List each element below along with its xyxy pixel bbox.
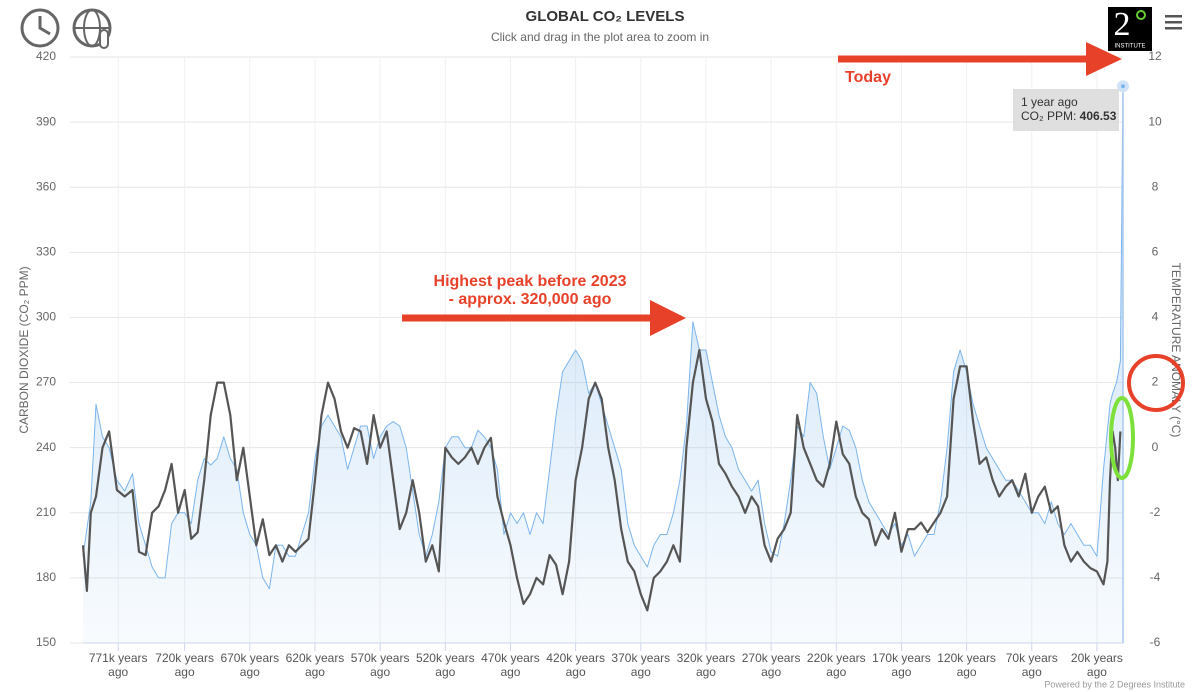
chart-title: GLOBAL CO₂ LEVELS	[526, 8, 685, 25]
area-fill	[83, 86, 1123, 643]
y2-tick-label: 2	[1152, 375, 1159, 389]
y2-tick-label: 0	[1152, 440, 1159, 454]
logo-sub: INSTITUTE	[1115, 44, 1146, 50]
y-tick-label: 210	[36, 505, 56, 519]
x-tick-label: 370k years ago	[611, 651, 671, 679]
y2-axis-title: TEMPERATURE ANOMALY (°C)	[1169, 263, 1183, 438]
y-tick-label: 150	[36, 635, 56, 649]
x-tick-label: 670k years ago	[220, 651, 280, 679]
tooltip-text: CO₂ PPM: 406.53	[1021, 109, 1117, 123]
x-tick-label: 170k years ago	[872, 651, 931, 679]
x-tick-label: 120k years ago	[937, 651, 996, 679]
logo: 2 INSTITUTE	[1108, 6, 1152, 51]
globe-icon[interactable]	[72, 8, 112, 49]
x-tick-label: 771k years ago	[88, 651, 148, 679]
x-tick-label: 270k years ago	[741, 651, 801, 679]
menu-button[interactable]	[1165, 15, 1182, 30]
x-tick-label: 570k years ago	[350, 651, 410, 679]
hover-marker	[1116, 80, 1129, 93]
tooltip: 1 year ago CO₂ PPM: 406.53	[1013, 89, 1119, 131]
x-tick-label: 70k years ago	[1005, 651, 1058, 679]
y2-tick-label: -6	[1150, 635, 1161, 649]
tooltip-key: CO₂ PPM:	[1021, 109, 1080, 123]
y-tick-label: 240	[36, 440, 56, 454]
x-tick-label: 720k years ago	[155, 651, 214, 679]
chart-subtitle: Click and drag in the plot area to zoom …	[491, 30, 709, 44]
logo-text: 2	[1114, 6, 1131, 43]
y2-tick-label: -2	[1150, 505, 1161, 519]
y-tick-label: 390	[36, 114, 56, 128]
y2-tick-label: 10	[1148, 114, 1162, 128]
highlight-ellipse	[1109, 396, 1135, 480]
x-tick-label: 220k years ago	[806, 651, 866, 679]
annotation: Highest peak before 2023	[434, 273, 627, 290]
y-tick-label: 420	[36, 49, 56, 63]
x-tick-label: 420k years ago	[546, 651, 605, 679]
y2-tick-label: -4	[1150, 570, 1161, 584]
x-tick-label: 520k years ago	[415, 651, 475, 679]
x-tick-label: 20k years ago	[1070, 651, 1123, 679]
y-tick-label: 360	[36, 179, 56, 193]
y-tick-label: 270	[36, 375, 56, 389]
y2-tick-label: 4	[1152, 310, 1159, 324]
x-tick-label: 620k years ago	[285, 651, 345, 679]
highlight-circle	[1127, 354, 1185, 412]
y2-tick-label: 8	[1152, 179, 1159, 193]
co2-line	[82, 86, 1124, 590]
tooltip-label: 1 year ago	[1021, 95, 1078, 109]
tooltip-value: 406.53	[1080, 109, 1117, 123]
x-tick-label: 320k years ago	[676, 651, 736, 679]
history-icon[interactable]	[20, 8, 60, 48]
today-arrow	[838, 42, 1122, 76]
plot-area[interactable]: 150 180 210 240 270 300 330 360 390 420 -6 -4 -2 0 2 4 6…	[36, 49, 1162, 651]
y-tick-label: 330	[36, 245, 56, 259]
x-tick-label: 470k years ago	[481, 651, 540, 679]
y-tick-label: 300	[36, 310, 56, 324]
y-tick-label: 180	[36, 570, 56, 584]
annotation: - approx. 320,000 ago	[449, 291, 612, 308]
annotation: Today	[845, 69, 891, 86]
y2-tick-label: 6	[1152, 245, 1159, 259]
credits: Powered by the 2 Degrees Institute	[1044, 679, 1185, 689]
temperature-line	[81, 348, 1122, 612]
y2-tick-label: 12	[1148, 49, 1162, 63]
peak-arrow	[402, 300, 686, 336]
y-axis-title: CARBON DIOXIDE (CO₂ PPM)	[17, 266, 31, 433]
